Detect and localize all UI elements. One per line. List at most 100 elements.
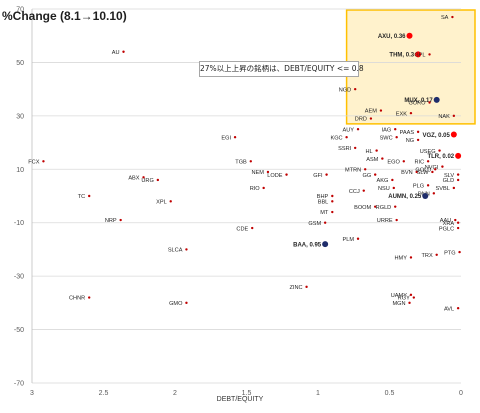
point-gmo (185, 301, 188, 305)
point-label: TRX (422, 253, 433, 259)
point-nrp (119, 218, 122, 222)
point-nsu (392, 186, 395, 190)
point-label: IAG (382, 127, 392, 133)
point-label: RGLD (376, 205, 392, 211)
point-chnr (88, 296, 91, 299)
point-label: XRA (443, 221, 455, 227)
point-drd (369, 117, 373, 120)
point-label: VGZ, 0.05 (422, 133, 450, 139)
point-label: NGD (339, 87, 351, 93)
point-gold (434, 168, 437, 171)
point-label: ZINC (289, 285, 302, 291)
highlight-region (345, 9, 476, 125)
point-rgy (412, 296, 416, 299)
point-label: NSU (378, 186, 390, 192)
point-label: GPL (414, 53, 425, 59)
point-mgn (408, 301, 411, 305)
y-tick-label: 30 (16, 113, 24, 120)
point-label: AAU (440, 218, 452, 224)
point-bhp (331, 194, 334, 198)
y-tick-label: 10 (16, 167, 24, 174)
point-xpl (169, 200, 172, 203)
point-label: PTG (444, 250, 456, 256)
point-label: GORO (408, 101, 426, 107)
point-label: UAMY (391, 293, 407, 299)
point-mtrn (363, 168, 367, 171)
point-ccj (362, 189, 365, 192)
point-fcx (42, 160, 45, 163)
chart-title: %Change (8.1→10.10) (2, 9, 127, 23)
point-aumn (422, 193, 429, 199)
point-tlr (455, 152, 462, 159)
point-label: USEG (420, 149, 436, 155)
y-axis-ticks: 70 50 30 10 -10 -30 -50 -70 (14, 7, 24, 388)
point-gpl (428, 53, 431, 56)
point-label: TLR, 0.02 (427, 154, 454, 160)
data-points: SA AU AXU, 0.36 THM, 0.3 GPL NGD MUX, 0.17GORO… (28, 15, 462, 312)
point-lode (285, 173, 288, 176)
point-tgb (249, 160, 252, 163)
point-useg (438, 149, 441, 152)
x-tick-label: 2 (173, 390, 177, 397)
point-tc (88, 194, 91, 198)
point-label: URRE (377, 218, 393, 224)
point-label: RGY (398, 296, 410, 302)
point-boom (374, 205, 377, 208)
point-label: MT (320, 210, 329, 216)
point-rio (262, 186, 265, 190)
point-label: PLG (413, 184, 424, 190)
x-tick-label: 1 (316, 390, 320, 397)
point-svbl (452, 186, 456, 190)
point-label: HMY (395, 256, 408, 262)
point-avl (456, 307, 460, 310)
point-abx (142, 176, 145, 179)
point-gg (374, 173, 377, 176)
annotation-note: 27%以上上昇の銘柄は、DEBT/EQUITY <= 0.8 (199, 61, 364, 77)
point-label: GSM (308, 221, 321, 227)
point-label: GMO (169, 301, 183, 307)
point-plg (426, 184, 430, 187)
point-dnn (432, 192, 436, 195)
point-label: AUMN, 0.25 (388, 194, 422, 200)
point-label: NAK (438, 114, 450, 120)
point-label: SWC (380, 135, 393, 141)
gridlines (31, 8, 461, 384)
point-nvgi (441, 165, 444, 168)
point-exk (409, 111, 413, 115)
point-gfi (325, 173, 328, 176)
point-label: AUY (343, 127, 355, 133)
y-tick-label: -10 (14, 220, 24, 227)
point-label: PLM (343, 237, 355, 243)
point-label: ASM (366, 157, 378, 163)
point-label: NRP (105, 218, 117, 224)
point-label: NEM (252, 170, 265, 176)
point-uamy (409, 293, 413, 297)
point-label: SLV (444, 173, 454, 179)
point-label: CDE (236, 226, 248, 232)
point-cde (251, 226, 254, 230)
point-label: GG (362, 173, 371, 179)
point-nem (266, 170, 270, 174)
point-label: PGLC (439, 226, 454, 232)
point-label: SVBL (436, 186, 450, 192)
x-tick-label: 0 (459, 390, 463, 397)
point-label: MGN (392, 301, 405, 307)
point-label: FCX (28, 159, 39, 165)
point-label: RIC (414, 159, 424, 165)
y-tick-label: 70 (16, 7, 24, 14)
point-label: TGB (235, 159, 247, 165)
y-tick-label: -50 (14, 327, 24, 334)
point-bvn (415, 170, 418, 174)
point-slca (185, 248, 188, 251)
point-thm (415, 51, 422, 58)
y-tick-label: 50 (16, 60, 24, 67)
point-label: NVGI (425, 165, 439, 171)
point-bbl (331, 200, 334, 203)
point-trx (435, 253, 438, 256)
point-ssri (353, 146, 357, 150)
point-urg (156, 178, 160, 182)
point-aem (379, 109, 383, 112)
point-aau (454, 218, 457, 222)
point-label: SSRI (338, 146, 352, 152)
